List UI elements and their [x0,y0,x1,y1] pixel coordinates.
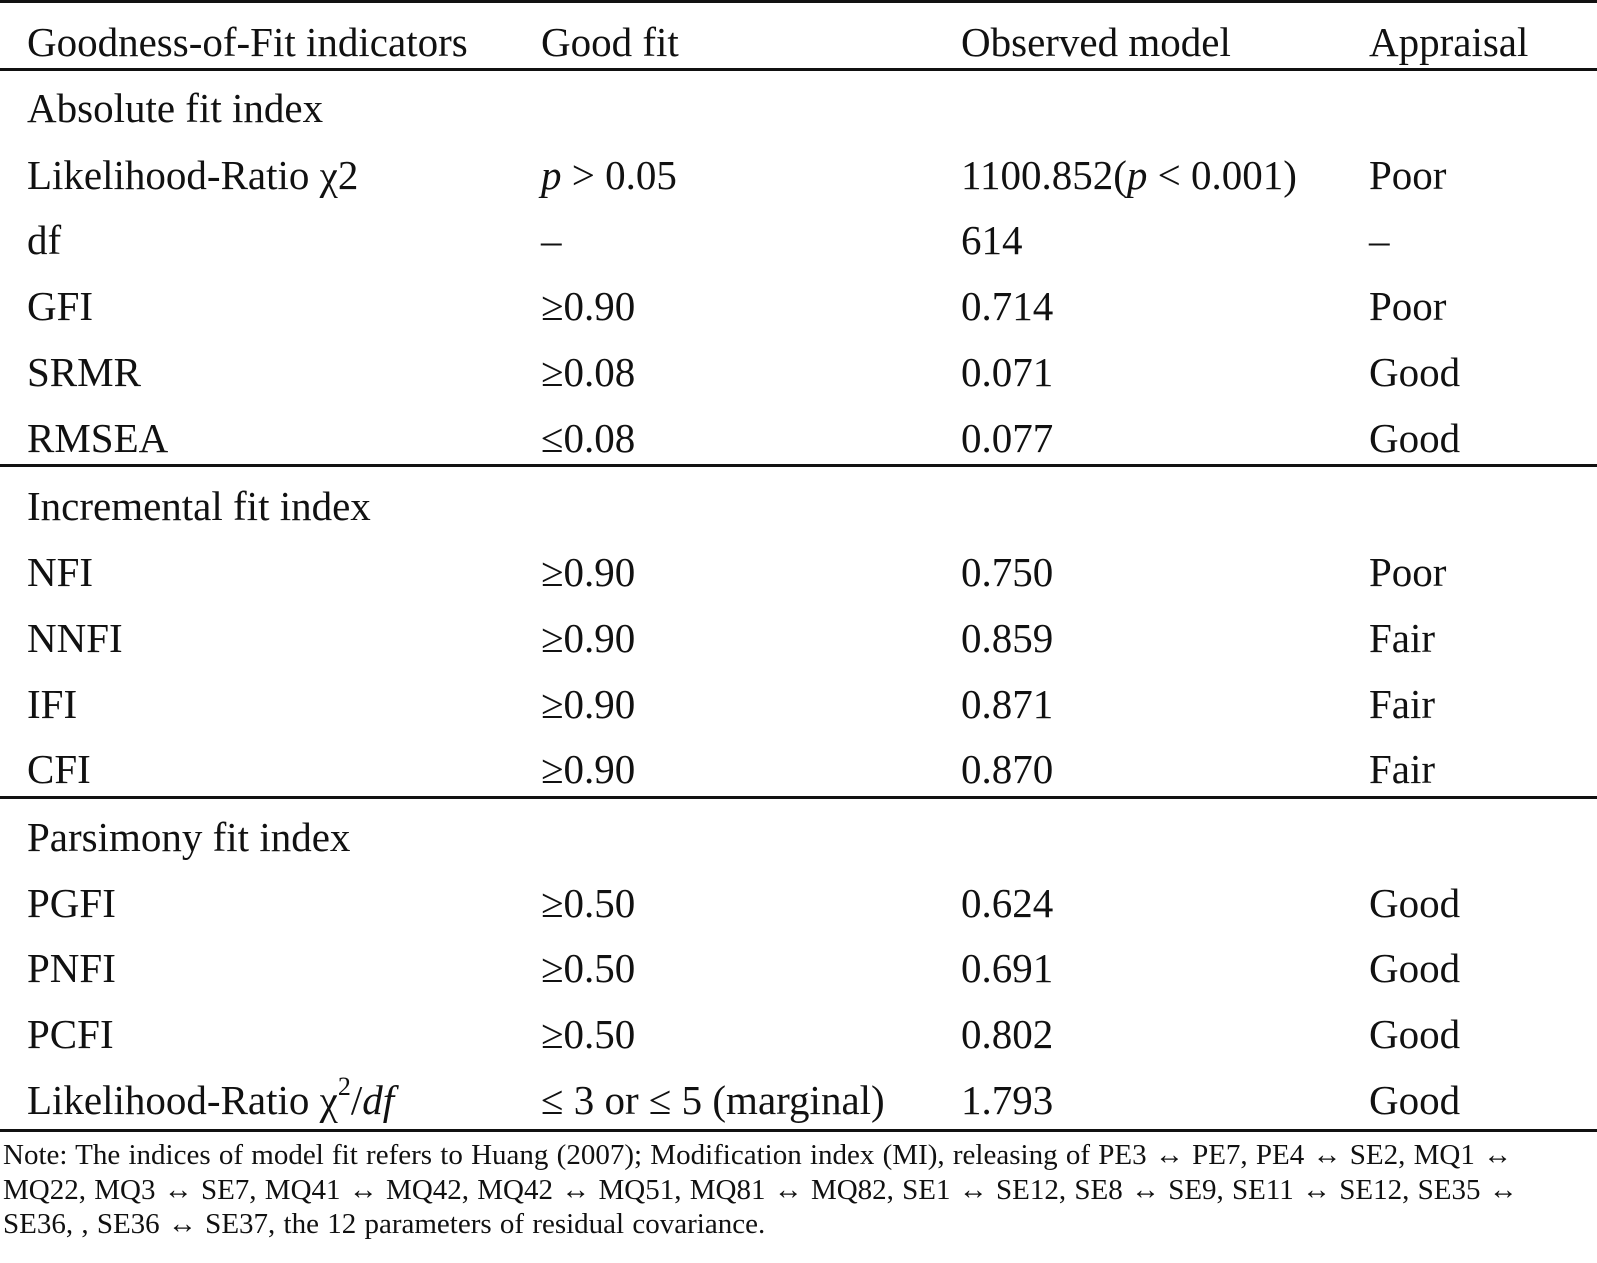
section-rule [0,464,1597,467]
row-indicator: NNFI [27,615,123,661]
section-title-absolute: Absolute fit index [27,85,324,131]
slash: / [350,1077,363,1123]
row-observed: 0.714 [961,283,1054,329]
row-appraisal: Poor [1369,549,1447,595]
row-good-fit: ≥0.90 [541,681,636,727]
row-appraisal: Fair [1369,681,1436,727]
row-good-fit: ≥0.50 [541,880,636,926]
good-fit-threshold: > 0.05 [561,152,677,198]
row-good-fit: ≥0.90 [541,283,636,329]
table-top-rule [0,0,1597,3]
p-symbol: p [1126,152,1148,198]
table-bottom-rule [0,1129,1597,1132]
row-appraisal: Poor [1369,152,1447,198]
header-indicators: Goodness-of-Fit indicators [27,19,468,65]
row-indicator: Likelihood-Ratio χ2 [27,152,359,198]
row-appraisal: Good [1369,1077,1461,1123]
header-good-fit: Good fit [541,19,679,65]
row-good-fit: ≥0.90 [541,549,636,595]
row-observed: 0.691 [961,945,1054,991]
row-observed: 0.870 [961,746,1054,792]
row-appraisal: Good [1369,415,1461,461]
row-good-fit: p > 0.05 [541,151,677,199]
row-indicator: Likelihood-Ratio χ2/df [27,1074,395,1124]
superscript-2: 2 [337,1072,351,1102]
row-observed: 614 [961,217,1023,263]
row-indicator: CFI [27,746,91,792]
row-good-fit: ≥0.50 [541,945,636,991]
row-appraisal: Good [1369,880,1461,926]
row-observed: 0.624 [961,880,1054,926]
row-observed: 0.077 [961,415,1054,461]
row-good-fit: ≤0.08 [541,415,636,461]
section-rule [0,796,1597,799]
row-indicator: SRMR [27,349,141,395]
row-observed: 0.071 [961,349,1054,395]
row-observed: 1.793 [961,1077,1054,1123]
row-appraisal: Fair [1369,746,1436,792]
row-indicator: NFI [27,549,94,595]
row-indicator: PNFI [27,945,116,991]
row-observed: 0.750 [961,549,1054,595]
p-symbol: p [541,152,562,198]
row-observed: 0.802 [961,1011,1054,1057]
row-indicator: IFI [27,681,78,727]
row-good-fit: ≥0.90 [541,615,636,661]
row-good-fit: – [541,217,562,263]
row-indicator: PCFI [27,1011,114,1057]
row-good-fit: ≥0.90 [541,746,636,792]
section-title-incremental: Incremental fit index [27,483,371,529]
section-title-parsimony: Parsimony fit index [27,814,351,860]
row-appraisal: Good [1369,349,1461,395]
p-value: < 0.001) [1147,152,1297,198]
row-appraisal: Good [1369,1011,1461,1057]
row-indicator: PGFI [27,880,116,926]
indicator-label: Likelihood-Ratio χ [27,1077,338,1123]
header-observed-model: Observed model [961,19,1231,65]
observed-value: 1100.852( [961,152,1127,198]
df-symbol: df [362,1077,395,1123]
row-appraisal: Good [1369,945,1461,991]
row-observed: 0.871 [961,681,1054,727]
row-appraisal: Poor [1369,283,1447,329]
header-appraisal: Appraisal [1369,19,1529,65]
row-indicator: RMSEA [27,415,169,461]
row-observed: 0.859 [961,615,1054,661]
table-note: Note: The indices of model fit refers to… [3,1139,1518,1240]
row-good-fit: ≥0.50 [541,1011,636,1057]
row-observed: 1100.852(p < 0.001) [961,151,1297,199]
row-good-fit: ≤ 3 or ≤ 5 (marginal) [541,1077,885,1123]
row-appraisal: Fair [1369,615,1436,661]
row-appraisal: – [1369,217,1390,263]
row-good-fit: ≥0.08 [541,349,636,395]
row-indicator: df [27,217,62,263]
row-indicator: GFI [27,283,94,329]
header-rule [0,68,1597,71]
